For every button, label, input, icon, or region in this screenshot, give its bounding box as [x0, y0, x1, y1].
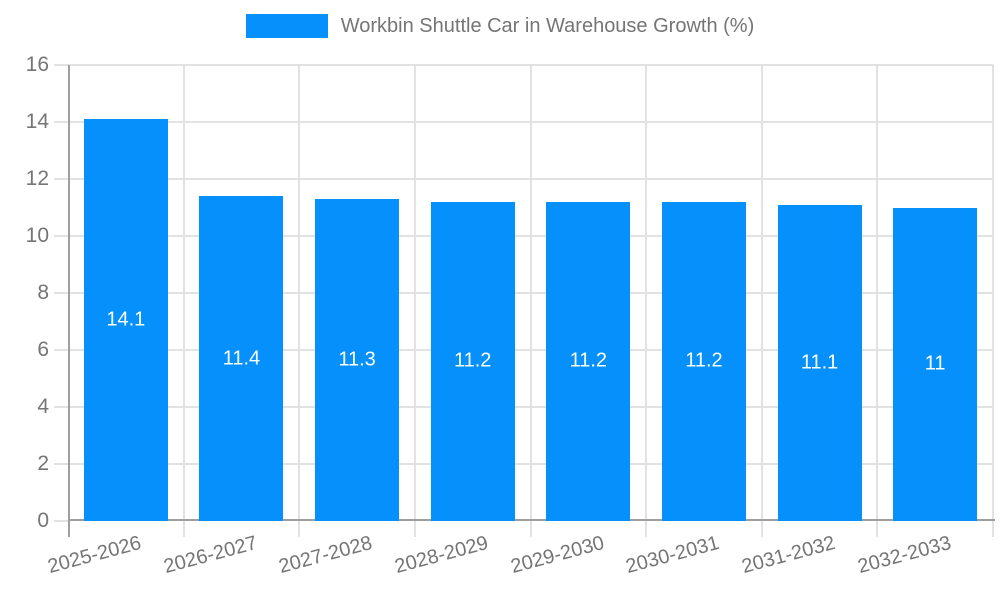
bar-value-label: 11.2: [685, 349, 723, 372]
x-tick-label: 2030-2031: [623, 531, 722, 578]
y-tick-label: 10: [25, 224, 49, 247]
y-tick-mark: [54, 64, 68, 66]
gridline-vertical: [529, 65, 532, 537]
x-tick-label: 2025-2026: [45, 531, 144, 578]
bar-value-label: 11.2: [453, 349, 492, 372]
y-tick-label: 2: [37, 452, 49, 475]
bar-value-label: 11.4: [222, 347, 261, 370]
y-tick-mark: [54, 463, 68, 465]
x-tick-label: 2031-2032: [739, 531, 838, 578]
gridline-vertical: [182, 65, 185, 537]
x-tick-label: 2027-2028: [276, 531, 376, 578]
y-tick-label: 16: [25, 53, 49, 76]
bar-value-label: 11.2: [569, 349, 608, 372]
plot-area: 0 2 4 6 8 10 12 14 16 14.1 11.4 11.3 11.2 11.2 11.2 11.…: [26, 53, 995, 578]
gridline-vertical: [298, 65, 301, 537]
y-tick-mark: [54, 406, 68, 408]
bar[interactable]: 11.2: [661, 201, 746, 521]
bar-value-label: 14.1: [106, 308, 146, 331]
y-tick-mark: [54, 235, 68, 237]
legend[interactable]: Workbin Shuttle Car in Warehouse Growth …: [0, 14, 1000, 38]
y-tick-label: 8: [37, 281, 49, 304]
x-tick-label: 2029-2030: [508, 531, 607, 578]
bar[interactable]: 11.2: [430, 201, 515, 521]
bar[interactable]: 14.1: [83, 119, 168, 521]
y-tick-label: 12: [25, 167, 49, 190]
x-axis-line: [68, 519, 995, 521]
y-tick-label: 0: [37, 509, 49, 532]
x-tick-label: 2032-2033: [855, 531, 954, 578]
gridline-vertical: [645, 65, 648, 537]
bar[interactable]: 11.2: [546, 201, 631, 521]
bar-value-label: 11.1: [800, 351, 839, 374]
bar-value-label: 11.3: [338, 348, 376, 371]
x-tick-label: 2028-2029: [392, 531, 491, 578]
gridline-vertical: [413, 65, 416, 537]
bar[interactable]: 11.3: [315, 198, 400, 521]
y-tick-label: 4: [37, 395, 49, 418]
y-tick-mark: [54, 178, 68, 180]
bar[interactable]: 11: [893, 207, 978, 521]
y-tick-mark: [54, 520, 68, 522]
x-tick-label: 2026-2027: [161, 531, 260, 578]
y-axis-line: [68, 65, 70, 537]
gridline-vertical: [876, 65, 879, 537]
gridline-vertical: [760, 65, 763, 537]
y-tick-mark: [54, 349, 68, 351]
y-tick-mark: [54, 292, 68, 294]
y-tick-label: 14: [25, 110, 49, 133]
legend-label: Workbin Shuttle Car in Warehouse Growth …: [340, 15, 755, 37]
legend-swatch-icon: [245, 14, 328, 38]
bar[interactable]: 11.4: [199, 196, 284, 521]
bar-value-label: 11: [924, 352, 946, 375]
y-tick-label: 6: [37, 338, 49, 361]
bar[interactable]: 11.1: [777, 204, 862, 521]
gridline-vertical: [992, 65, 994, 537]
y-tick-mark: [54, 121, 68, 123]
